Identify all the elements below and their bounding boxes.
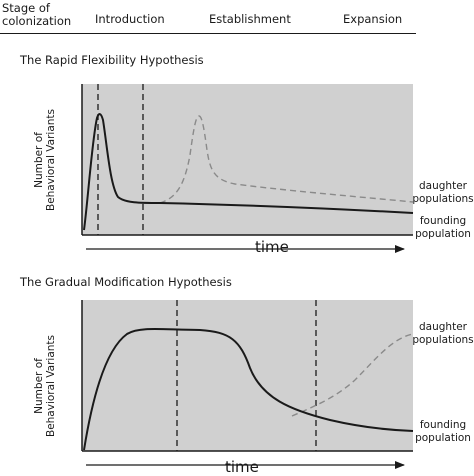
panel-2-daughter-populations-curve <box>291 333 414 417</box>
panel-1-time-label: time <box>255 238 289 256</box>
panel-2-time-label: time <box>225 458 259 476</box>
panel-1-founding-population-curve <box>83 113 414 231</box>
stage-expansion-label: Expansion <box>343 12 403 26</box>
stage-of-colonization-label: Stage of colonization <box>2 1 72 28</box>
panel-2-founding-population-label: founding population <box>415 419 471 444</box>
panel-1-title: The Rapid Flexibility Hypothesis <box>20 53 204 67</box>
panel-1-plot-area <box>82 84 413 235</box>
panel-2-title: The Gradual Modification Hypothesis <box>20 275 232 289</box>
panel-2-plot-area <box>82 300 413 451</box>
stage-introduction-label: Introduction <box>95 12 165 26</box>
stage-establishment-label: Establishment <box>209 12 291 26</box>
panel-1-daughter-populations-label: daughter populations <box>412 180 474 205</box>
panel-2-founding-population-curve <box>83 328 414 451</box>
header-rule <box>0 33 416 35</box>
panel-2-daughter-populations-label: daughter populations <box>412 321 474 346</box>
panel-1-founding-population-label: founding population <box>415 215 471 240</box>
